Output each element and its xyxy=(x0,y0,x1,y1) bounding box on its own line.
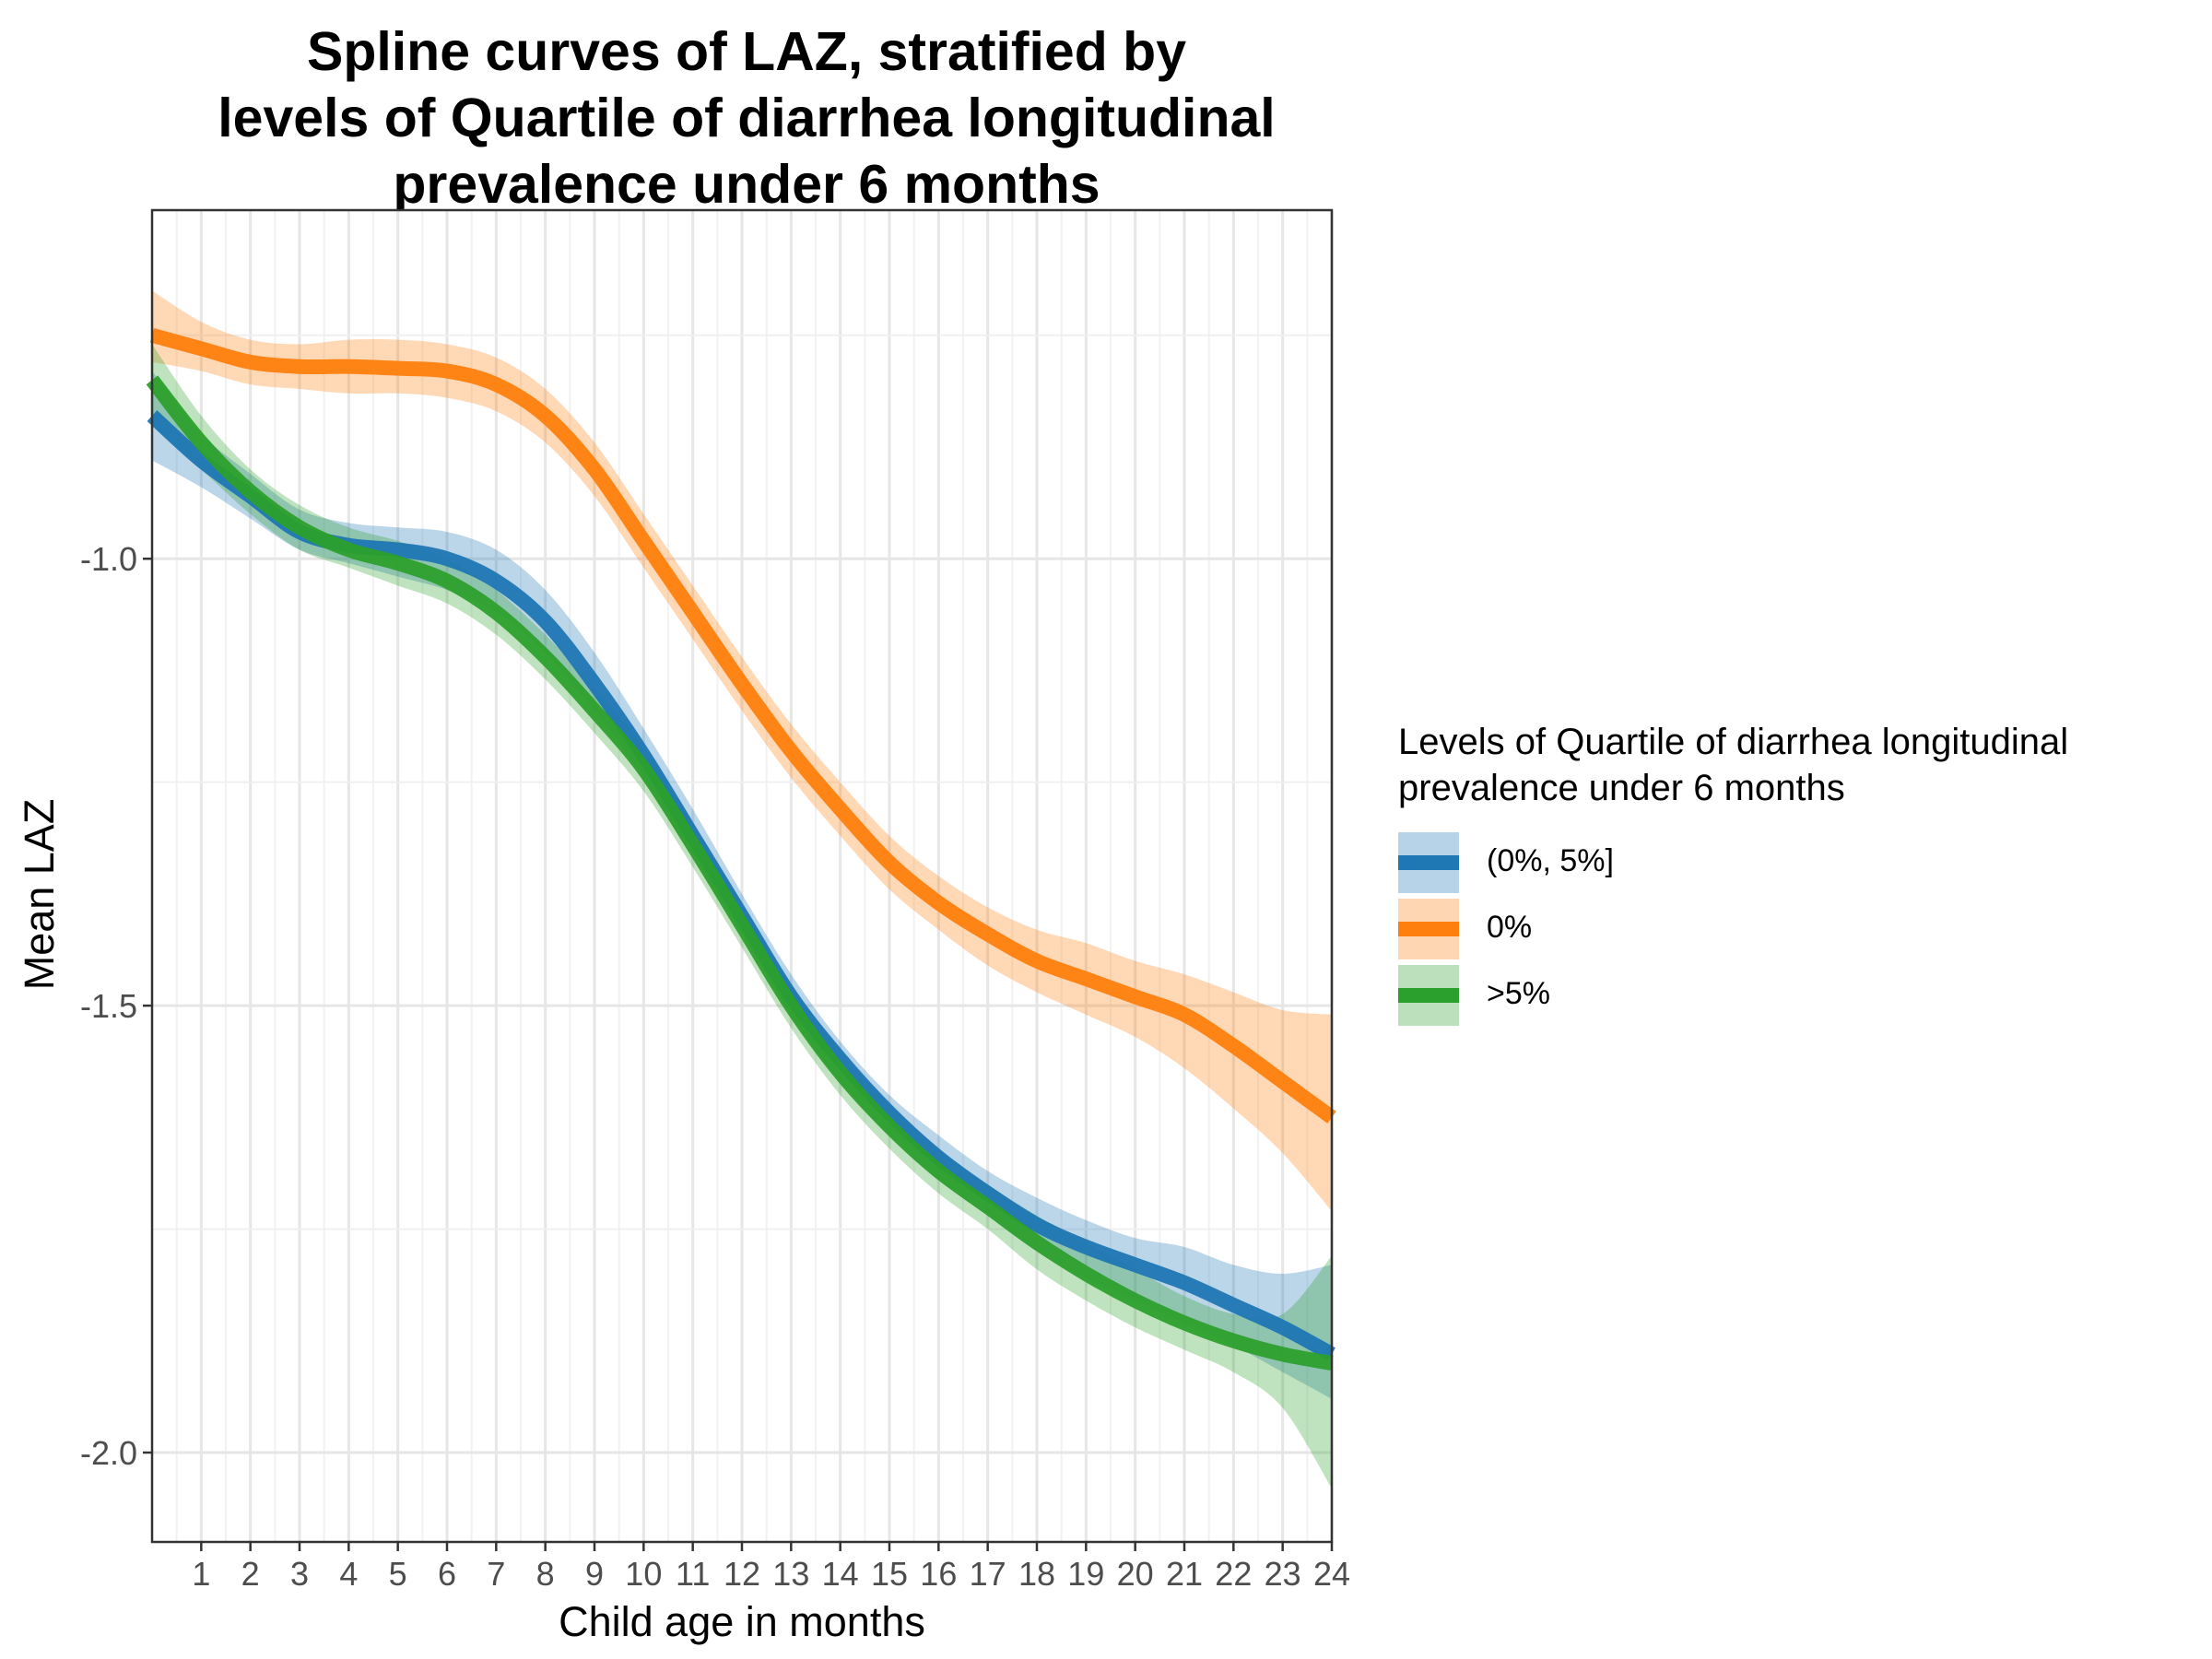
chart-title: Spline curves of LAZ, stratified by leve… xyxy=(92,18,1401,218)
x-tick-label: 9 xyxy=(585,1555,604,1593)
title-line-2: levels of Quartile of diarrhea longitudi… xyxy=(218,88,1276,148)
y-tick-label: -1.0 xyxy=(80,540,137,578)
x-tick-label: 20 xyxy=(1117,1555,1154,1593)
legend-label-0: 0% xyxy=(1487,910,1533,945)
x-tick-label: 23 xyxy=(1265,1555,1301,1593)
x-tick-label: 18 xyxy=(1018,1555,1055,1593)
legend-key-gt5 xyxy=(1398,965,1459,1026)
x-tick-label: 1 xyxy=(192,1555,210,1593)
legend: Levels of Quartile of diarrhea longitudi… xyxy=(1398,719,2069,1026)
x-tick-label: 19 xyxy=(1067,1555,1104,1593)
x-tick-label: 10 xyxy=(625,1555,662,1593)
x-tick-label: 7 xyxy=(487,1555,505,1593)
legend-item-0-5: (0%, 5%] xyxy=(1398,832,1767,893)
legend-key-0-5 xyxy=(1398,832,1459,893)
legend-label-0-5: (0%, 5%] xyxy=(1487,843,1614,878)
legend-item-0: 0% xyxy=(1398,899,1767,959)
series-lines xyxy=(146,328,1336,1371)
series-line-2 xyxy=(146,375,1334,1371)
y-axis-label: Mean LAZ xyxy=(16,799,63,991)
x-tick-label: 14 xyxy=(822,1555,859,1593)
x-tick-label: 11 xyxy=(676,1555,710,1593)
x-tick-label: 21 xyxy=(1166,1555,1203,1593)
x-tick-label: 15 xyxy=(871,1555,908,1593)
title-line-1: Spline curves of LAZ, stratified by xyxy=(306,21,1187,82)
x-tick-label: 5 xyxy=(389,1555,407,1593)
ci-band-series-1 xyxy=(152,290,1332,1212)
grid xyxy=(152,210,1334,1542)
x-tick-label: 6 xyxy=(438,1555,456,1593)
x-tick-label: 22 xyxy=(1215,1555,1252,1593)
x-tick-label: 12 xyxy=(724,1555,760,1593)
title-line-3: prevalence under 6 months xyxy=(393,154,1100,215)
x-axis-label: Child age in months xyxy=(559,1598,925,1645)
y-tick-label: -1.5 xyxy=(80,987,137,1025)
x-tick-label: 16 xyxy=(920,1555,957,1593)
legend-title-line-2: prevalence under 6 months xyxy=(1398,768,1845,808)
axes: 1 2 3 4 5 6 7 8 9 10 11 12 13 14 15 16 17 18 19 20 21 22 23 24-… xyxy=(16,540,1350,1645)
x-tick-label: 17 xyxy=(970,1555,1006,1593)
legend-title-line-1: Levels of Quartile of diarrhea longitudi… xyxy=(1398,722,2069,762)
series-line-1 xyxy=(149,328,1336,1124)
x-tick-label: 3 xyxy=(290,1555,309,1593)
x-tick-label: 8 xyxy=(536,1555,555,1593)
x-tick-label: 4 xyxy=(339,1555,358,1593)
legend-item-gt5: >5% xyxy=(1398,965,1767,1026)
x-tick-label: 13 xyxy=(772,1555,809,1593)
y-tick-label: -2.0 xyxy=(80,1434,137,1472)
legend-label-gt5: >5% xyxy=(1487,976,1550,1011)
legend-key-0 xyxy=(1398,899,1459,959)
x-tick-label: 24 xyxy=(1313,1555,1350,1593)
x-tick-label: 2 xyxy=(241,1555,260,1593)
